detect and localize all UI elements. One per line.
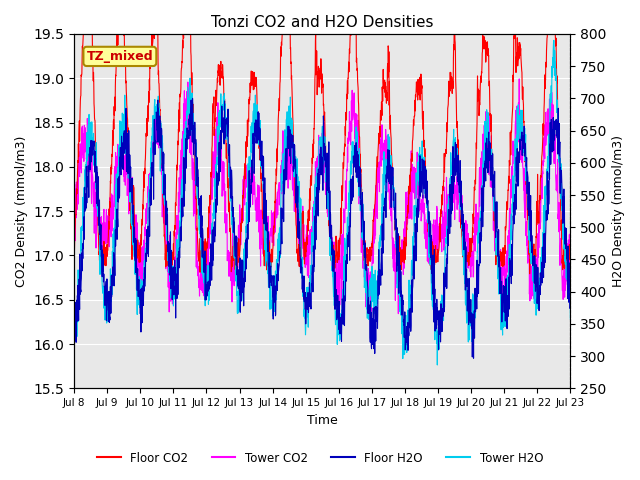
Title: Tonzi CO2 and H2O Densities: Tonzi CO2 and H2O Densities bbox=[211, 15, 433, 30]
Legend: Floor CO2, Tower CO2, Floor H2O, Tower H2O: Floor CO2, Tower CO2, Floor H2O, Tower H… bbox=[92, 447, 548, 469]
Y-axis label: H2O Density (mmol/m3): H2O Density (mmol/m3) bbox=[612, 135, 625, 287]
Y-axis label: CO2 Density (mmol/m3): CO2 Density (mmol/m3) bbox=[15, 135, 28, 287]
Text: TZ_mixed: TZ_mixed bbox=[86, 50, 153, 63]
X-axis label: Time: Time bbox=[307, 414, 338, 427]
